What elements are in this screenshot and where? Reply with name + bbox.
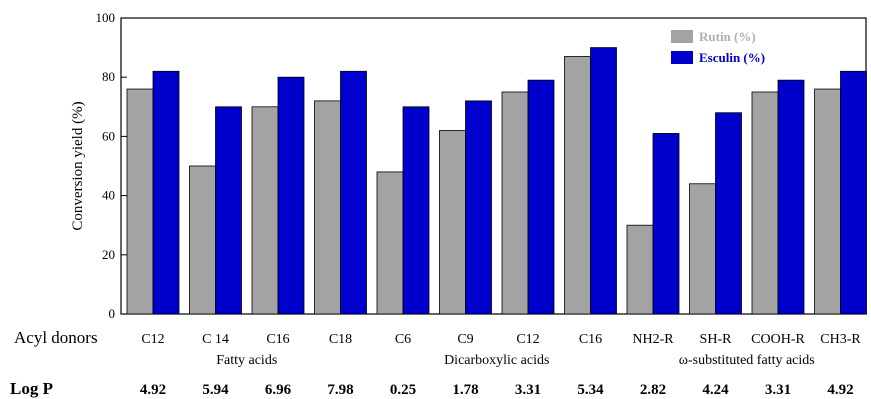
category-label-6: C12 [516, 332, 539, 347]
y-tick-label: 80 [102, 69, 115, 84]
labels: 0 20 40 60 80 100 Conversion yield (%) Acyl don… [10, 10, 861, 398]
bar-rutin-11 [814, 88, 841, 315]
group-label-1: Dicarboxylic acids [444, 353, 549, 368]
bar-esculin-6 [527, 79, 555, 315]
category-label-11: CH3-R [820, 332, 861, 347]
bar-esculin-7 [590, 47, 617, 315]
bar-esculin-9 [715, 112, 742, 315]
bar-esculin-8 [652, 133, 680, 315]
category-label-3: C18 [329, 332, 352, 347]
category-label-10: COOH-R [751, 332, 805, 347]
log-p-value-1: 5.94 [202, 382, 229, 398]
bars [126, 47, 867, 315]
category-label-4: C6 [395, 332, 411, 347]
bar-rutin-10 [751, 91, 779, 315]
legend: Rutin (%) Esculin (%) [671, 29, 765, 65]
legend-swatch-1 [671, 51, 693, 64]
bar-esculin-0 [152, 70, 180, 315]
group-label-0: Fatty acids [216, 353, 277, 368]
bar-rutin-6 [501, 91, 529, 315]
y-axis-label: Conversion yield (%) [70, 101, 86, 230]
bar-esculin-4 [402, 106, 430, 315]
bar-rutin-9 [689, 183, 716, 315]
log-p-row-label: Log P [10, 379, 53, 398]
bar-esculin-10 [777, 79, 805, 315]
bar-esculin-2 [277, 76, 305, 315]
acyl-donors-row-label: Acyl donors [14, 328, 98, 347]
log-p-value-6: 3.31 [515, 382, 541, 398]
bar-rutin-1 [189, 165, 216, 315]
log-p-value-11: 4.92 [827, 382, 853, 398]
log-p-value-8: 2.82 [640, 382, 666, 398]
category-label-2: C16 [266, 332, 289, 347]
group-label-2: ω-substituted fatty acids [679, 353, 815, 368]
bar-rutin-2 [251, 106, 279, 315]
bar-esculin-5 [465, 100, 492, 315]
category-label-1: C 14 [202, 332, 229, 347]
log-p-value-7: 5.34 [577, 382, 604, 398]
bar-esculin-1 [215, 106, 242, 315]
bar-rutin-5 [439, 130, 466, 315]
bar-rutin-8 [626, 224, 654, 315]
legend-swatch-0 [671, 30, 693, 43]
y-tick-label: 0 [109, 306, 116, 321]
legend-label-0: Rutin (%) [699, 29, 756, 44]
category-label-8: NH2-R [632, 332, 674, 347]
bar-rutin-0 [126, 88, 154, 315]
bar-rutin-7 [564, 56, 591, 315]
log-p-value-3: 7.98 [327, 382, 353, 398]
log-p-value-2: 6.96 [265, 382, 292, 398]
category-label-5: C9 [457, 332, 473, 347]
bar-rutin-4 [376, 171, 404, 315]
y-tick-label: 40 [102, 188, 115, 203]
bar-rutin-3 [314, 100, 341, 315]
bar-esculin-11 [840, 70, 867, 315]
log-p-value-10: 3.31 [765, 382, 791, 398]
legend-label-1: Esculin (%) [699, 50, 765, 65]
y-tick-label: 20 [102, 247, 115, 262]
log-p-value-0: 4.92 [140, 382, 166, 398]
log-p-value-5: 1.78 [452, 382, 478, 398]
y-tick-label: 60 [102, 128, 115, 143]
category-label-9: SH-R [700, 332, 733, 347]
bar-esculin-3 [340, 70, 367, 315]
category-label-7: C16 [579, 332, 602, 347]
category-label-0: C12 [141, 332, 164, 347]
y-tick-label: 100 [96, 10, 116, 25]
log-p-value-4: 0.25 [390, 382, 416, 398]
log-p-value-9: 4.24 [702, 382, 729, 398]
